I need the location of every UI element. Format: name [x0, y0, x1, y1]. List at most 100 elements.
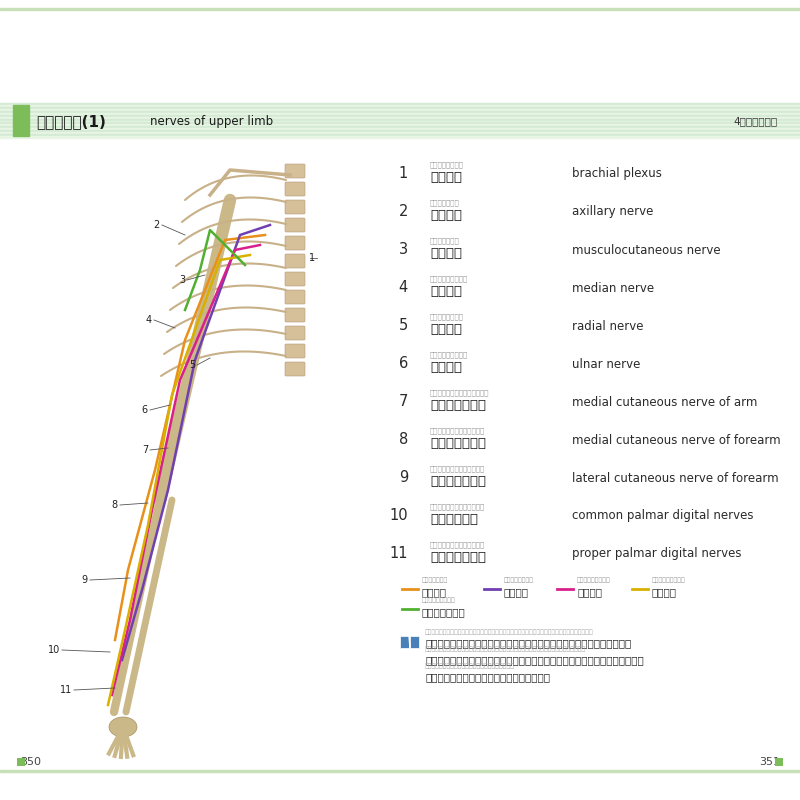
Text: 腋窩神経: 腋窩神経	[430, 209, 462, 222]
Text: 1: 1	[398, 166, 408, 182]
Text: 尺骨神経: 尺骨神経	[652, 587, 677, 597]
FancyBboxPatch shape	[285, 308, 305, 322]
Bar	[775, 758, 783, 766]
Bar	[0, 103, 800, 105]
Text: 3: 3	[179, 275, 185, 285]
Bar	[0, 105, 800, 107]
FancyBboxPatch shape	[285, 254, 305, 268]
Bar	[0, 136, 800, 138]
FancyBboxPatch shape	[285, 236, 305, 250]
Text: nerves of upper limb: nerves of upper limb	[150, 115, 273, 128]
Text: 腕神経叢: 腕神経叢	[430, 171, 462, 184]
Text: 腕神経叢の鎖骨下部から出る神経（２〜８）は上腕と前腕の筋や皮膚に分: 腕神経叢の鎖骨下部から出る神経（２〜８）は上腕と前腕の筋や皮膚に分	[425, 638, 631, 648]
Bar	[0, 121, 800, 122]
FancyBboxPatch shape	[285, 344, 305, 358]
Text: 固有掌側指神経: 固有掌側指神経	[430, 551, 486, 564]
Text: 9: 9	[398, 470, 408, 486]
Text: きんぴしんけい: きんぴしんけい	[422, 578, 448, 583]
Text: 正中神経: 正中神経	[430, 285, 462, 298]
Text: 正中神経: 正中神経	[577, 587, 602, 597]
Text: 橈骨神経: 橈骨神経	[504, 587, 529, 597]
Text: 7: 7	[398, 394, 408, 410]
Text: 手掌．＊は神経が深部から皮下に出る位置．: 手掌．＊は神経が深部から皮下に出る位置．	[425, 672, 550, 682]
Text: proper palmar digital nerves: proper palmar digital nerves	[572, 547, 742, 561]
Bar	[0, 109, 800, 111]
Text: そのほかの神経: そのほかの神経	[422, 607, 466, 617]
Bar	[0, 122, 800, 125]
Bar	[0, 117, 800, 118]
Bar	[17, 758, 25, 766]
Text: 筋皮神経: 筋皮神経	[422, 587, 447, 597]
Text: median nerve: median nerve	[572, 282, 654, 294]
Text: がいそくぜんわんひしんけい: がいそくぜんわんひしんけい	[430, 465, 486, 472]
Text: 3: 3	[399, 242, 408, 258]
Bar	[0, 8, 800, 10]
Bar	[0, 118, 800, 121]
Text: 4: 4	[146, 315, 152, 325]
Text: 350: 350	[20, 757, 41, 767]
Text: musculocutaneous nerve: musculocutaneous nerve	[572, 243, 721, 257]
Text: 1: 1	[309, 253, 315, 263]
Text: きんぴしんけい: きんぴしんけい	[430, 237, 460, 244]
Text: 11: 11	[390, 546, 408, 562]
FancyBboxPatch shape	[285, 290, 305, 304]
Text: 9: 9	[82, 575, 88, 585]
Text: わんしんけいそう　さこつ　　　　　　　　　　　　　　　じょうわん　ぜんわん　きん　ひふ　ぶ: わんしんけいそう さこつ じょうわん ぜんわん きん ひふ ぶ	[425, 630, 594, 635]
Text: 内側前腕皮神経: 内側前腕皮神経	[430, 437, 486, 450]
Text: せいちゅうしんけい: せいちゅうしんけい	[430, 275, 468, 282]
Text: axillary nerve: axillary nerve	[572, 206, 654, 218]
Bar	[400, 636, 409, 648]
Text: common palmar digital nerves: common palmar digital nerves	[572, 510, 754, 522]
Text: ないそくぜんわんひしんけい: ないそくぜんわんひしんけい	[430, 427, 486, 434]
Text: 上肢の神経(1): 上肢の神経(1)	[36, 114, 106, 129]
Text: 布し，橈骨・正中・尺骨神経は手の筋や皮膚にも分布する．図は前面で，手は: 布し，橈骨・正中・尺骨神経は手の筋や皮膚にも分布する．図は前面で，手は	[425, 655, 644, 665]
Text: 5: 5	[398, 318, 408, 334]
Text: 8: 8	[112, 500, 118, 510]
FancyBboxPatch shape	[285, 200, 305, 214]
Text: lateral cutaneous nerve of forearm: lateral cutaneous nerve of forearm	[572, 471, 778, 485]
Text: せいちゅうしんけい: せいちゅうしんけい	[577, 578, 610, 583]
Bar	[0, 114, 800, 117]
FancyBboxPatch shape	[285, 362, 305, 376]
FancyBboxPatch shape	[285, 326, 305, 340]
Bar	[0, 126, 800, 129]
Text: radial nerve: radial nerve	[572, 319, 643, 333]
Text: ulnar nerve: ulnar nerve	[572, 358, 640, 370]
Text: 5: 5	[189, 360, 195, 370]
Text: とうこつ　せいちゅう　しゃっこつしんけい　て　きん　ひふ　　ぶ　ず　ぜんめん　て: とうこつ せいちゅう しゃっこつしんけい て きん ひふ ぶ ず ぜんめん て	[425, 646, 586, 652]
Text: しゃっこつしんけい: しゃっこつしんけい	[652, 578, 686, 583]
Bar	[0, 110, 800, 113]
Text: 7: 7	[142, 445, 148, 455]
Text: しょうしょう　　しんけい　しんぶ　ひか　い　いち: しょうしょう しんけい しんぶ ひか い いち	[425, 663, 515, 669]
Text: 内側上腕皮神経: 内側上腕皮神経	[430, 399, 486, 412]
Ellipse shape	[109, 717, 137, 737]
Bar	[0, 124, 800, 126]
Text: そのほかのしんけい: そのほかのしんけい	[422, 598, 456, 603]
Bar	[0, 113, 800, 115]
Bar	[0, 140, 395, 770]
Text: 4: 4	[398, 281, 408, 295]
Text: しゃっこつしんけい: しゃっこつしんけい	[430, 351, 468, 358]
Text: 外側前腕皮神経: 外側前腕皮神経	[430, 475, 486, 488]
FancyBboxPatch shape	[285, 218, 305, 232]
Bar	[13, 105, 29, 136]
Text: brachial plexus: brachial plexus	[572, 167, 662, 181]
Text: ないそくじょうわんひしんけい: ないそくじょうわんひしんけい	[430, 389, 490, 396]
Text: そうしょうそくしししんけい: そうしょうそくしししんけい	[430, 503, 486, 510]
Text: 6: 6	[142, 405, 148, 415]
Text: 6: 6	[398, 357, 408, 371]
Text: 橈骨神経: 橈骨神経	[430, 323, 462, 336]
Text: 351: 351	[759, 757, 780, 767]
Text: 11: 11	[60, 685, 72, 695]
Text: こゆうしょうそくししんけい: こゆうしょうそくししんけい	[430, 541, 486, 548]
Text: 尺骨神経: 尺骨神経	[430, 361, 462, 374]
Text: 2: 2	[154, 220, 160, 230]
Text: 8: 8	[398, 433, 408, 447]
Text: medial cutaneous nerve of arm: medial cutaneous nerve of arm	[572, 395, 758, 409]
Text: 2: 2	[398, 205, 408, 219]
Bar	[0, 107, 800, 109]
FancyBboxPatch shape	[285, 272, 305, 286]
Text: とうこつしんけい: とうこつしんけい	[504, 578, 534, 583]
Text: わんしんけいそう: わんしんけいそう	[430, 161, 464, 168]
FancyBboxPatch shape	[285, 182, 305, 196]
